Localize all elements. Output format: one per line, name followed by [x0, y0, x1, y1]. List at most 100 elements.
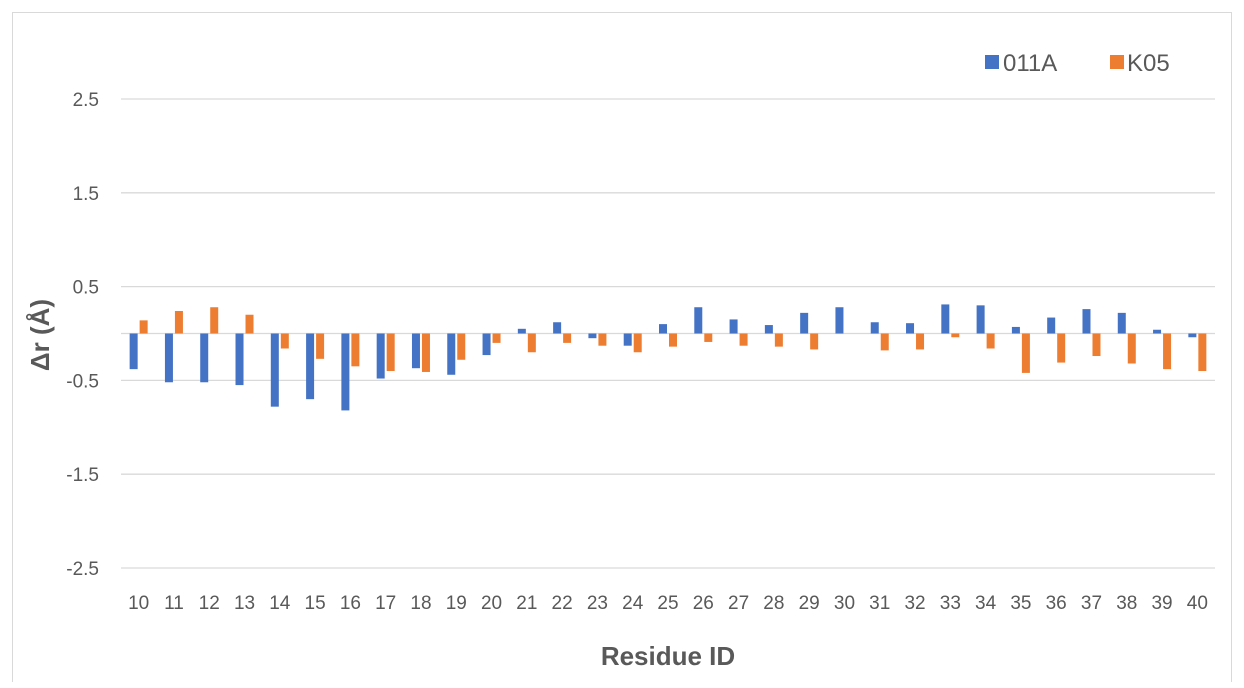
- bar-K05-10: [139, 320, 148, 334]
- x-tick-label: 24: [622, 593, 644, 614]
- x-tick-label: 29: [799, 593, 820, 614]
- bar-011A-23: [588, 333, 597, 339]
- bar-011A-24: [623, 333, 632, 346]
- bar-011A-22: [553, 322, 562, 334]
- x-tick-label: 11: [164, 593, 184, 614]
- bar-K05-13: [245, 314, 254, 334]
- bar-011A-36: [1047, 317, 1056, 334]
- bar-K05-21: [527, 333, 536, 353]
- legend-swatch-K05: [1110, 55, 1124, 69]
- x-tick-label: 19: [446, 593, 467, 614]
- x-tick-label: 33: [940, 593, 961, 614]
- bar-011A-20: [482, 333, 491, 356]
- x-tick-label: 17: [375, 593, 396, 614]
- y-tick-labels: 2.5 1.5 0.5 -0.5 -1.5 -2.5: [66, 90, 99, 580]
- y-tick-label: -2.5: [66, 559, 99, 580]
- bar-011A-15: [306, 333, 315, 400]
- x-tick-label: 32: [904, 593, 925, 614]
- bar-011A-25: [659, 324, 667, 334]
- legend-label-K05: K05: [1127, 50, 1170, 77]
- bar-K05-39: [1163, 333, 1172, 370]
- bar-011A-28: [764, 325, 773, 334]
- bar-K05-18: [421, 333, 430, 372]
- x-tick-label: 30: [834, 593, 855, 614]
- bar-K05-23: [598, 333, 607, 346]
- x-tick-label: 13: [234, 593, 255, 614]
- x-tick-label: 23: [587, 593, 608, 614]
- x-tick-label: 38: [1116, 593, 1137, 614]
- bar-K05-27: [739, 333, 748, 346]
- bar-K05-17: [386, 333, 395, 372]
- x-tick-label: 22: [552, 593, 573, 614]
- x-tick-label: 40: [1187, 593, 1208, 614]
- bar-011A-30: [835, 307, 844, 334]
- bar-K05-11: [174, 310, 183, 334]
- bar-011A-13: [235, 333, 244, 386]
- x-tick-label: 37: [1081, 593, 1102, 614]
- legend: 011A K05: [985, 50, 1170, 77]
- legend-swatch-011A: [985, 55, 999, 69]
- bar-011A-29: [800, 312, 809, 334]
- y-tick-label: -0.5: [66, 371, 99, 392]
- x-tick-label: 35: [1010, 593, 1031, 614]
- bar-K05-29: [810, 333, 819, 350]
- x-tick-label: 25: [657, 593, 678, 614]
- bar-011A-14: [270, 333, 279, 407]
- x-tick-label: 36: [1046, 593, 1067, 614]
- bar-011A-10: [129, 333, 138, 370]
- bar-K05-22: [563, 333, 572, 343]
- x-axis-title: Residue ID: [601, 641, 735, 671]
- bar-K05-15: [316, 333, 325, 359]
- bar-011A-34: [976, 305, 985, 334]
- bar-011A-38: [1117, 312, 1126, 334]
- bar-011A-19: [447, 333, 456, 375]
- bar-K05-36: [1057, 333, 1066, 363]
- legend-label-011A: 011A: [1003, 50, 1057, 77]
- bar-011A-40: [1188, 333, 1197, 338]
- x-tick-label: 21: [516, 593, 537, 614]
- bar-011A-32: [906, 323, 915, 334]
- x-tick-label: 15: [305, 593, 326, 614]
- bar-K05-38: [1127, 333, 1136, 364]
- x-tick-label: 26: [693, 593, 714, 614]
- bar-K05-37: [1092, 333, 1101, 357]
- gridlines: [121, 98, 1215, 569]
- chart-frame: 2.5 1.5 0.5 -0.5 -1.5 -2.5 10 11 12 13 14 15 16 17 18…: [12, 12, 1232, 682]
- y-tick-label: 1.5: [73, 184, 99, 205]
- bar-K05-12: [210, 307, 219, 334]
- y-tick-label: -1.5: [66, 465, 99, 486]
- bar-011A-11: [164, 333, 173, 383]
- bar-K05-35: [1021, 333, 1030, 373]
- bar-K05-34: [986, 333, 995, 349]
- bar-011A-16: [341, 333, 350, 411]
- x-tick-label: 27: [728, 593, 749, 614]
- bar-K05-40: [1198, 333, 1207, 372]
- x-tick-label: 28: [763, 593, 784, 614]
- bar-011A-26: [694, 307, 703, 334]
- bar-011A-37: [1082, 309, 1091, 334]
- x-tick-label: 20: [481, 593, 502, 614]
- bar-011A-33: [941, 304, 950, 334]
- y-tick-label: 2.5: [73, 90, 99, 111]
- x-tick-label: 31: [869, 593, 890, 614]
- bar-K05-28: [774, 333, 783, 347]
- x-tick-label: 39: [1151, 593, 1172, 614]
- bar-K05-25: [669, 333, 677, 347]
- bar-011A-21: [517, 328, 526, 334]
- x-tick-label: 16: [340, 593, 361, 614]
- bar-K05-14: [280, 333, 289, 349]
- y-tick-label: 0.5: [73, 278, 99, 299]
- bar-K05-33: [951, 333, 960, 338]
- x-tick-label: 14: [269, 593, 291, 614]
- x-tick-label: 12: [199, 593, 220, 614]
- bar-K05-24: [633, 333, 642, 353]
- x-tick-label: 18: [410, 593, 431, 614]
- bar-K05-31: [880, 333, 889, 351]
- bar-011A-39: [1153, 329, 1162, 334]
- bar-011A-18: [411, 333, 420, 369]
- bar-K05-32: [916, 333, 925, 350]
- bar-K05-26: [704, 333, 713, 342]
- y-axis-title: Δr (Å): [25, 299, 55, 371]
- x-tick-label: 10: [128, 593, 149, 614]
- bar-011A-31: [870, 322, 879, 334]
